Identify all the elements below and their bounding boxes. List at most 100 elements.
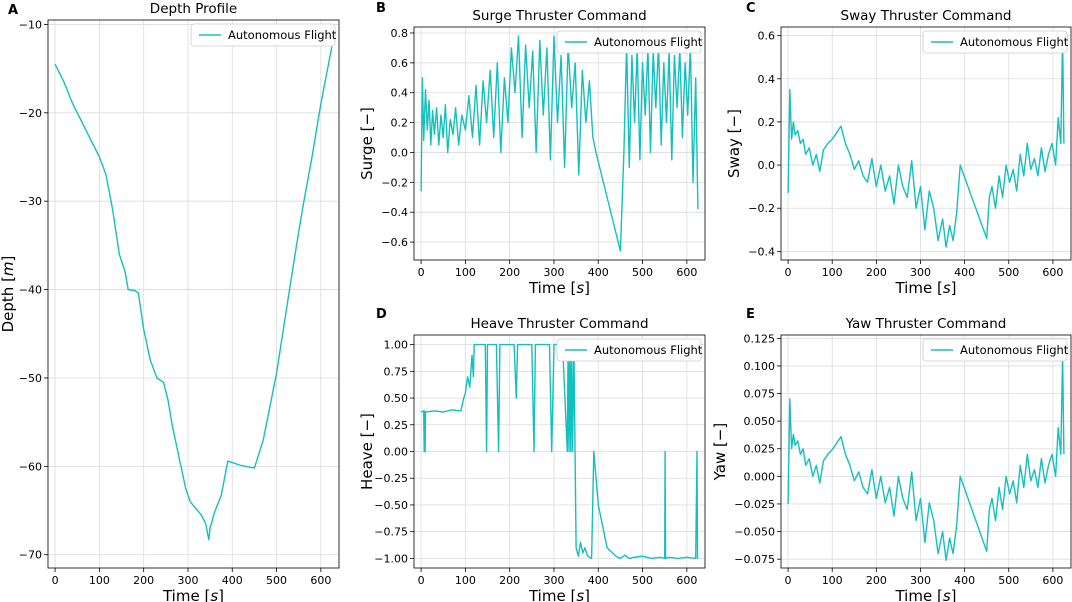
y-tick-label: 0.6 [758,30,776,43]
x-tick-label: 400 [588,266,609,279]
x-tick-label: 400 [222,574,243,587]
chart-title: Heave Thruster Command [470,316,648,332]
y-tick-label: −0.075 [734,553,775,566]
panel-letter: D [376,307,387,322]
x-tick-label: 100 [822,574,843,587]
x-tick-label: 200 [866,266,887,279]
panel-letter: A [8,3,18,18]
x-tick-label: 200 [499,266,520,279]
x-tick-label: 200 [866,574,887,587]
panel-letter: C [746,1,756,16]
y-tick-label: 0.125 [744,332,776,345]
x-tick-label: 0 [418,266,425,279]
x-tick-label: 600 [310,574,331,587]
y-tick-label: −0.025 [734,498,775,511]
y-tick-label: −40 [19,284,42,297]
x-tick-label: 0 [418,574,425,587]
x-tick-label: 600 [1042,266,1063,279]
y-tick-label: −0.2 [748,202,775,215]
legend-box [922,30,1068,54]
legend-label: Autonomous Flight [594,343,703,357]
legend-label: Autonomous Flight [960,343,1069,357]
y-tick-label: −20 [19,107,42,120]
x-tick-label: 400 [588,574,609,587]
plot-frame [47,19,340,569]
y-tick-label: −30 [19,195,42,208]
x-tick-label: 500 [266,574,287,587]
x-tick-label: 600 [1042,574,1063,587]
x-tick-label: 0 [52,574,59,587]
panel-d: 0 100 200 300 400 500 600 −1.00 −0.75 −0.50 −0.25 0… [358,307,706,602]
y-axis-label: Heave [−] [358,413,376,490]
legend-label: Autonomous Flight [228,28,337,42]
x-tick-label: 300 [910,574,931,587]
y-tick-label: 0.025 [744,443,776,456]
y-tick-label: −0.6 [381,236,408,249]
chart-title: Sway Thruster Command [841,8,1012,24]
chart-title: Surge Thruster Command [472,8,646,24]
x-tick-label: 200 [499,574,520,587]
legend-box [190,23,336,47]
panel-letter: E [746,307,755,322]
x-tick-label: 400 [954,266,975,279]
panel-e: 0 100 200 300 400 500 600 −0.075 −0.050 −0.025 0.0… [711,307,1072,602]
legend: Autonomous Flight [556,30,703,54]
y-tick-label: 0.00 [384,446,409,459]
series-line [420,343,699,560]
y-tick-label: 0.0 [758,159,776,172]
legend: Autonomous Flight [190,23,337,47]
x-axis-label: Time [s] [162,587,224,602]
panel-a: 0 100 200 300 400 500 600 −70 −60 −50 −40 −30 −20 −10… [0,1,340,602]
y-tick-label: 0.75 [384,365,409,378]
x-tick-label: 100 [89,574,110,587]
y-tick-label: 0.4 [758,73,776,86]
x-tick-label: 500 [632,574,653,587]
x-tick-label: 400 [954,574,975,587]
panel-letter: B [376,1,386,16]
series-line [787,34,1065,248]
plot-frame [780,26,1072,261]
y-axis-label: Sway [−] [725,109,743,178]
x-axis-label: Time [s] [528,279,590,297]
x-tick-label: 100 [455,574,476,587]
x-tick-label: 100 [455,266,476,279]
series-line [54,46,333,541]
series-line [787,354,1065,561]
y-tick-label: −0.50 [374,499,408,512]
y-tick-label: −1.00 [374,552,408,565]
x-tick-label: 500 [998,266,1019,279]
x-tick-label: 300 [177,574,198,587]
legend-label: Autonomous Flight [960,35,1069,49]
y-tick-label: 0.50 [384,392,409,405]
y-tick-label: 1.00 [384,339,409,352]
x-tick-label: 300 [543,574,564,587]
x-tick-label: 600 [676,266,697,279]
y-tick-label: −50 [19,372,42,385]
y-tick-label: 0.25 [384,419,409,432]
plot-frame [413,26,706,261]
y-tick-label: 0.100 [744,360,776,373]
y-tick-label: −0.75 [374,526,408,539]
y-tick-label: 0.0 [391,146,409,159]
panel-c: 0 100 200 300 400 500 600 −0.4 −0.2 0.0 0.2 0.4 0.6 S… [725,1,1072,297]
x-tick-label: 0 [785,574,792,587]
y-tick-label: 0.4 [391,87,409,100]
x-tick-label: 600 [676,574,697,587]
y-axis-label: Depth [m] [0,256,17,333]
legend-box [556,30,702,54]
x-axis-label: Time [s] [528,587,590,602]
chart-title: Depth Profile [150,1,237,17]
legend-box [556,338,702,362]
x-tick-label: 300 [910,266,931,279]
legend: Autonomous Flight [922,30,1069,54]
y-tick-label: −70 [19,549,42,562]
x-axis-label: Time [s] [894,279,956,297]
series-line [420,35,699,252]
y-tick-label: −10 [19,18,42,31]
x-tick-label: 200 [133,574,154,587]
legend-label: Autonomous Flight [594,35,703,49]
y-tick-label: 0.8 [391,27,409,40]
x-tick-label: 100 [822,266,843,279]
y-tick-label: −0.4 [381,206,408,219]
